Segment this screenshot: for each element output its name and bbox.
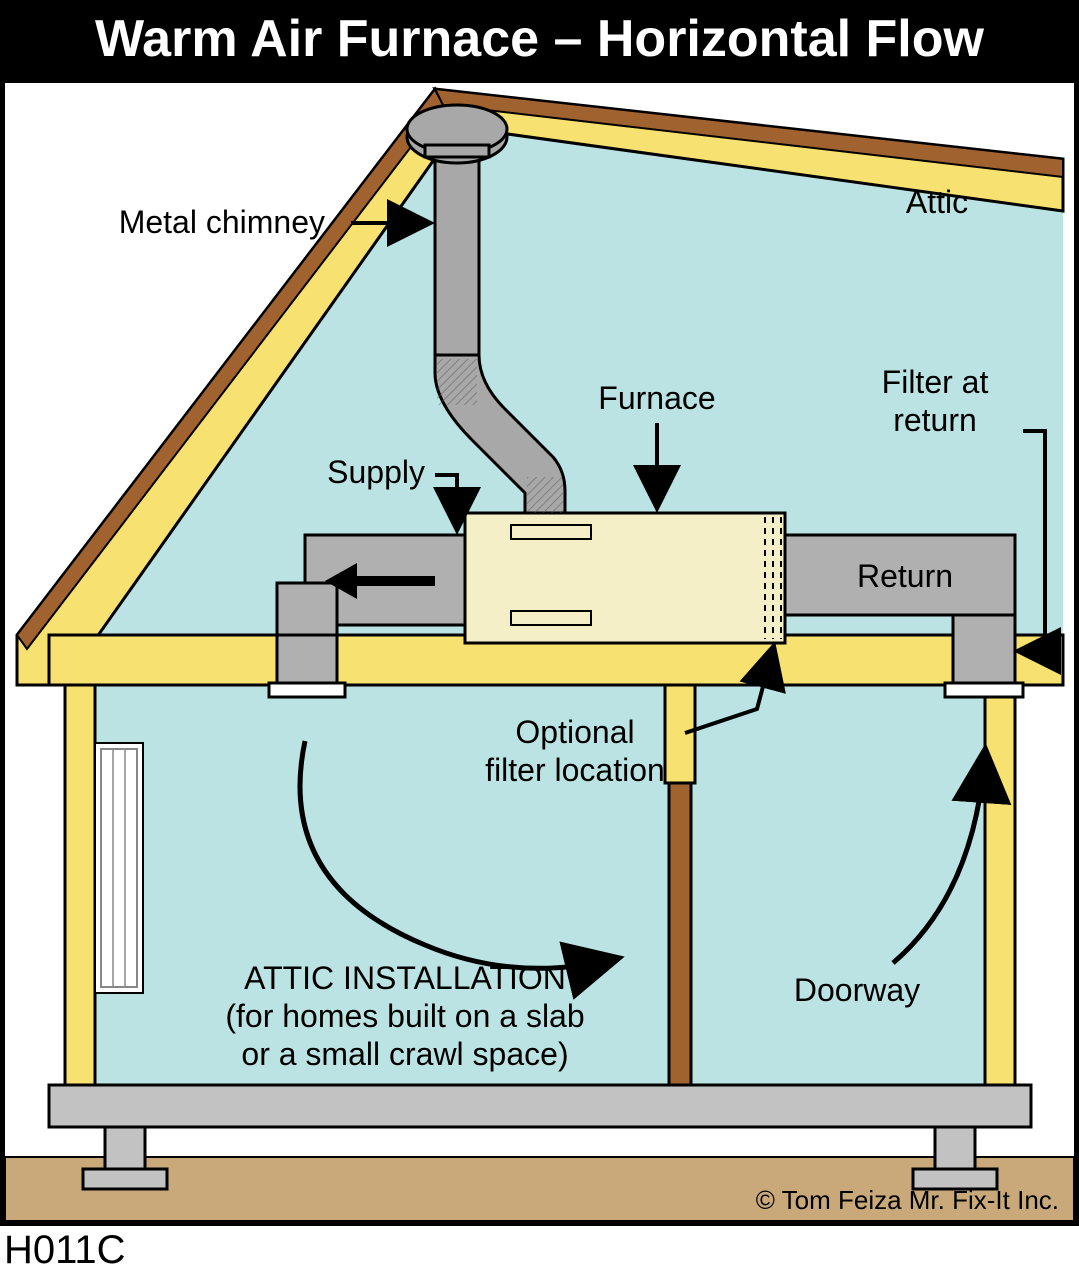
right-wall (985, 685, 1015, 1085)
furnace-label: Furnace (598, 380, 715, 416)
supply-label: Supply (327, 454, 425, 490)
window (95, 743, 143, 993)
title-bar: Warm Air Furnace – Horizontal Flow (0, 0, 1079, 78)
doorway-label: Doorway (794, 972, 920, 1008)
supply-register (269, 683, 345, 697)
attic-install-label-3: or a small crawl space) (241, 1036, 568, 1072)
diagram-code: H011C (4, 1228, 126, 1273)
return-register (945, 683, 1023, 697)
diagram-container: Warm Air Furnace – Horizontal Flow (0, 0, 1079, 1275)
footing-left (83, 1169, 167, 1189)
attic-install-label-1: ATTIC INSTALLATION (244, 960, 566, 996)
metal-chimney-label: Metal chimney (119, 204, 325, 240)
copyright-label: © Tom Feiza Mr. Fix-It Inc. (756, 1185, 1059, 1215)
foundation-slab (49, 1085, 1031, 1127)
optional-filter-label-1: Optional (515, 714, 634, 750)
filter-return-label-2: return (893, 402, 977, 438)
return-drop (953, 615, 1015, 683)
attic-install-label-2: (for homes built on a slab (225, 998, 584, 1034)
diagram-frame: Attic Metal chimney Furnace Filter at re… (0, 78, 1079, 1226)
interior-wall (665, 685, 695, 1085)
attic-label: Attic (906, 184, 968, 220)
left-wall (65, 685, 95, 1085)
filter-return-label-1: Filter at (882, 364, 989, 400)
furnace-body (465, 513, 785, 643)
diagram-svg: Attic Metal chimney Furnace Filter at re… (5, 83, 1074, 1221)
return-label: Return (857, 558, 953, 594)
optional-filter-label-2: filter location (485, 752, 665, 788)
